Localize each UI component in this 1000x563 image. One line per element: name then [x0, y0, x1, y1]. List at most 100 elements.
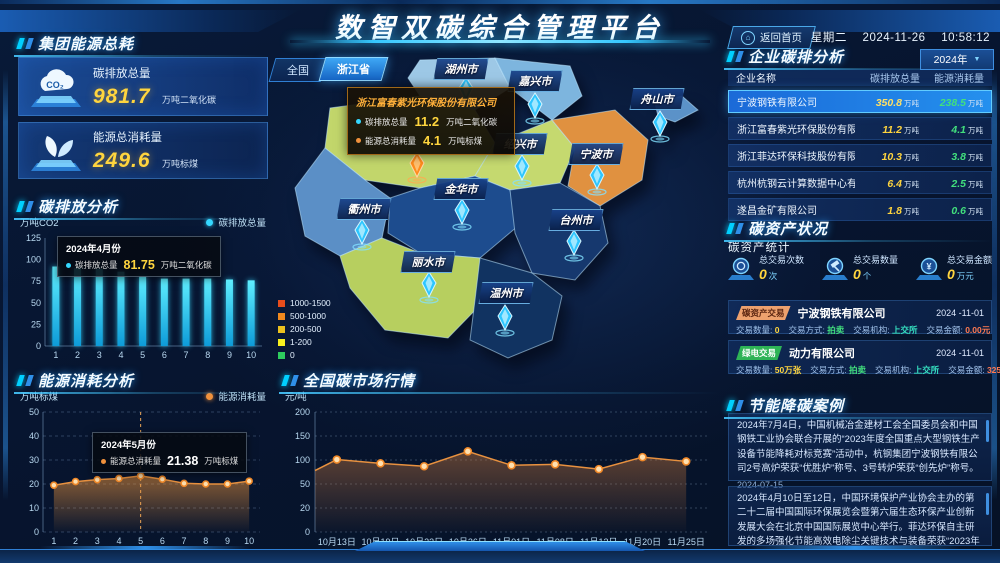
- energy-value: 0.6 万吨: [951, 204, 983, 217]
- enterprise-row[interactable]: 浙江菲达环保科技股份有限公 10.3 万吨 3.8 万吨: [728, 144, 992, 167]
- svg-text:8: 8: [205, 350, 210, 360]
- trade-card[interactable]: 碳资产交易 宁波钢铁有限公司 2024 -11-01 交易数量: 0 交易方式: 拍卖交…: [728, 300, 992, 335]
- section-marker: [735, 50, 744, 62]
- location-pin-icon[interactable]: [419, 271, 439, 304]
- enterprise-row[interactable]: 浙江富春紫光环保股份有限公司 11.2万吨 4.1万吨: [728, 117, 992, 140]
- legend-swatch: [278, 338, 285, 346]
- trade-field: 交易方式: 拍卖: [810, 365, 866, 375]
- trade-field: 交易机构: 上交所: [874, 365, 940, 375]
- location-pin-icon[interactable]: [452, 198, 472, 231]
- svg-text:10月13日: 10月13日: [318, 537, 356, 547]
- data-point-month-7[interactable]: [180, 479, 188, 488]
- trade-header-row: 碳资产交易 宁波钢铁有限公司 2024 -11-01: [736, 305, 984, 321]
- enterprise-row[interactable]: 宁波钢铁有限公司 350.8 万吨 238.5 万吨: [728, 90, 992, 113]
- section-cases: 节能降碳案例: [724, 395, 992, 419]
- section-marker: [25, 374, 34, 386]
- market-point-11月08日[interactable]: [550, 460, 560, 469]
- data-point-month-5[interactable]: [136, 472, 145, 480]
- location-pin-icon[interactable]: [650, 110, 670, 143]
- svg-text:11月20日: 11月20日: [624, 537, 661, 547]
- city-label-台州市[interactable]: 台州市: [548, 209, 604, 231]
- header-left-decoration: [0, 10, 300, 32]
- enterprise-row[interactable]: 遂昌金矿有限公司 1.8 万吨 0.6 万吨: [728, 198, 992, 221]
- location-pin-icon[interactable]: [352, 218, 372, 251]
- legend-label: 1000-1500: [290, 298, 331, 308]
- svg-text:150: 150: [295, 431, 310, 441]
- svg-text:5: 5: [140, 350, 145, 360]
- section-marker: [726, 50, 735, 62]
- bar-month-9[interactable]: [225, 279, 233, 346]
- asset-stat: 总交易次数 0 次: [728, 253, 804, 284]
- svg-text:6: 6: [162, 350, 167, 360]
- svg-text:20: 20: [29, 479, 39, 489]
- market-point-11月20日[interactable]: [638, 452, 647, 462]
- legend-swatch: [278, 351, 285, 359]
- year-filter-dropdown[interactable]: 2024年 ▼: [920, 49, 994, 70]
- trade-type-badge: 绿电交易: [736, 346, 783, 360]
- bar-month-4[interactable]: [117, 271, 125, 346]
- market-point-11月13日[interactable]: [594, 464, 604, 474]
- bar-month-5[interactable]: [139, 276, 147, 346]
- bar-month-2[interactable]: [74, 268, 82, 346]
- location-pin-icon[interactable]: [495, 304, 515, 337]
- city-label-衢州市[interactable]: 衢州市: [336, 198, 392, 220]
- carbon-value: 1.8 万吨: [887, 204, 919, 217]
- data-point-month-2[interactable]: [71, 477, 80, 486]
- city-label-温州市[interactable]: 温州市: [478, 282, 534, 304]
- trade-field: 交易金额: 325万元: [948, 365, 1000, 375]
- bar-month-3[interactable]: [95, 269, 103, 346]
- svg-text:0: 0: [34, 527, 39, 537]
- map-tooltip: 浙江富春紫光环保股份有限公司 碳排放总量 11.2 万吨二氧化碳 能源总消耗量 4.1 万…: [347, 87, 515, 155]
- bar-month-10[interactable]: [247, 280, 255, 346]
- data-point-month-6[interactable]: [158, 475, 167, 483]
- market-point-10月19日[interactable]: [376, 459, 385, 468]
- enterprise-row[interactable]: 杭州杭钢云计算数据中心有限公司 6.4万吨 2.5万吨: [728, 171, 992, 194]
- city-label-嘉兴市[interactable]: 嘉兴市: [507, 70, 563, 92]
- trade-card[interactable]: 绿电交易 动力有限公司 2024 -11-01 交易数量: 50万张 交易方式: 拍卖交…: [728, 340, 1000, 375]
- market-point-10月26日[interactable]: [463, 447, 473, 456]
- location-pin-icon[interactable]: [587, 163, 607, 196]
- svg-text:0: 0: [305, 527, 310, 537]
- data-point-month-1[interactable]: [50, 481, 58, 489]
- location-pin-icon[interactable]: [525, 92, 545, 125]
- city-label-舟山市[interactable]: 舟山市: [629, 88, 685, 110]
- data-point-month-3[interactable]: [93, 475, 102, 484]
- data-point-month-9[interactable]: [223, 480, 232, 488]
- market-point-11月01日[interactable]: [507, 460, 516, 470]
- bar-month-1[interactable]: [52, 266, 60, 346]
- bar-month-7[interactable]: [182, 278, 190, 346]
- market-point-11月25日[interactable]: [681, 457, 691, 466]
- location-pin-icon[interactable]: [564, 229, 584, 262]
- case-card[interactable]: 2024年7月4日，中国机械冶金建材工会全国委员会和中国钢铁工业协会联合开展的“…: [728, 413, 992, 490]
- market-point-10月23日[interactable]: [419, 461, 429, 471]
- company-name: 浙江富春紫光环保股份有限公司: [356, 98, 496, 109]
- svg-text:2: 2: [73, 536, 78, 546]
- data-point-month-8[interactable]: [201, 480, 210, 488]
- svg-text:CO₂: CO₂: [46, 80, 64, 90]
- svg-text:6: 6: [160, 536, 165, 546]
- city-label-湖州市[interactable]: 湖州市: [433, 58, 489, 80]
- city-label-金华市[interactable]: 金华市: [433, 178, 489, 200]
- data-point-month-4[interactable]: [115, 474, 123, 483]
- map-region-taizhou[interactable]: [509, 182, 609, 281]
- right-edge-decoration: [992, 70, 997, 500]
- location-pin-icon[interactable]: [512, 154, 532, 187]
- bar-month-6[interactable]: [160, 278, 168, 346]
- bar-month-8[interactable]: [204, 278, 212, 346]
- svg-text:50: 50: [31, 298, 41, 308]
- location-pin-icon[interactable]: [407, 151, 427, 184]
- zhejiang-map: 全国 浙江省 湖州市 嘉兴市 舟山市 绍兴市 宁波市 金华市 衢州市 台州市 丽水市 温州市 浙江…: [268, 48, 726, 368]
- trade-company: 宁波钢铁有限公司: [797, 308, 886, 320]
- legend-dot: [206, 218, 214, 226]
- city-label-丽水市[interactable]: 丽水市: [400, 251, 456, 273]
- section-carbon-market: 全国碳市场行情: [279, 370, 720, 394]
- market-point-10月13日[interactable]: [332, 455, 342, 464]
- case-card[interactable]: 2024年4月10日至12日，中国环境保护产业协会主办的第二十二届中国国际环保展…: [728, 486, 992, 561]
- data-point-month-10[interactable]: [245, 477, 253, 485]
- city-label-宁波市[interactable]: 宁波市: [568, 143, 624, 165]
- tab-zhejiang[interactable]: 浙江省: [318, 57, 389, 81]
- section-marker: [25, 37, 34, 49]
- bar-chart-canvas: 0 25 50 75 100 125 1 2 3 4 5 6 7 8 9 10: [26, 233, 262, 360]
- table-header: 企业名称 碳排放总量 能源消耗量: [728, 69, 992, 86]
